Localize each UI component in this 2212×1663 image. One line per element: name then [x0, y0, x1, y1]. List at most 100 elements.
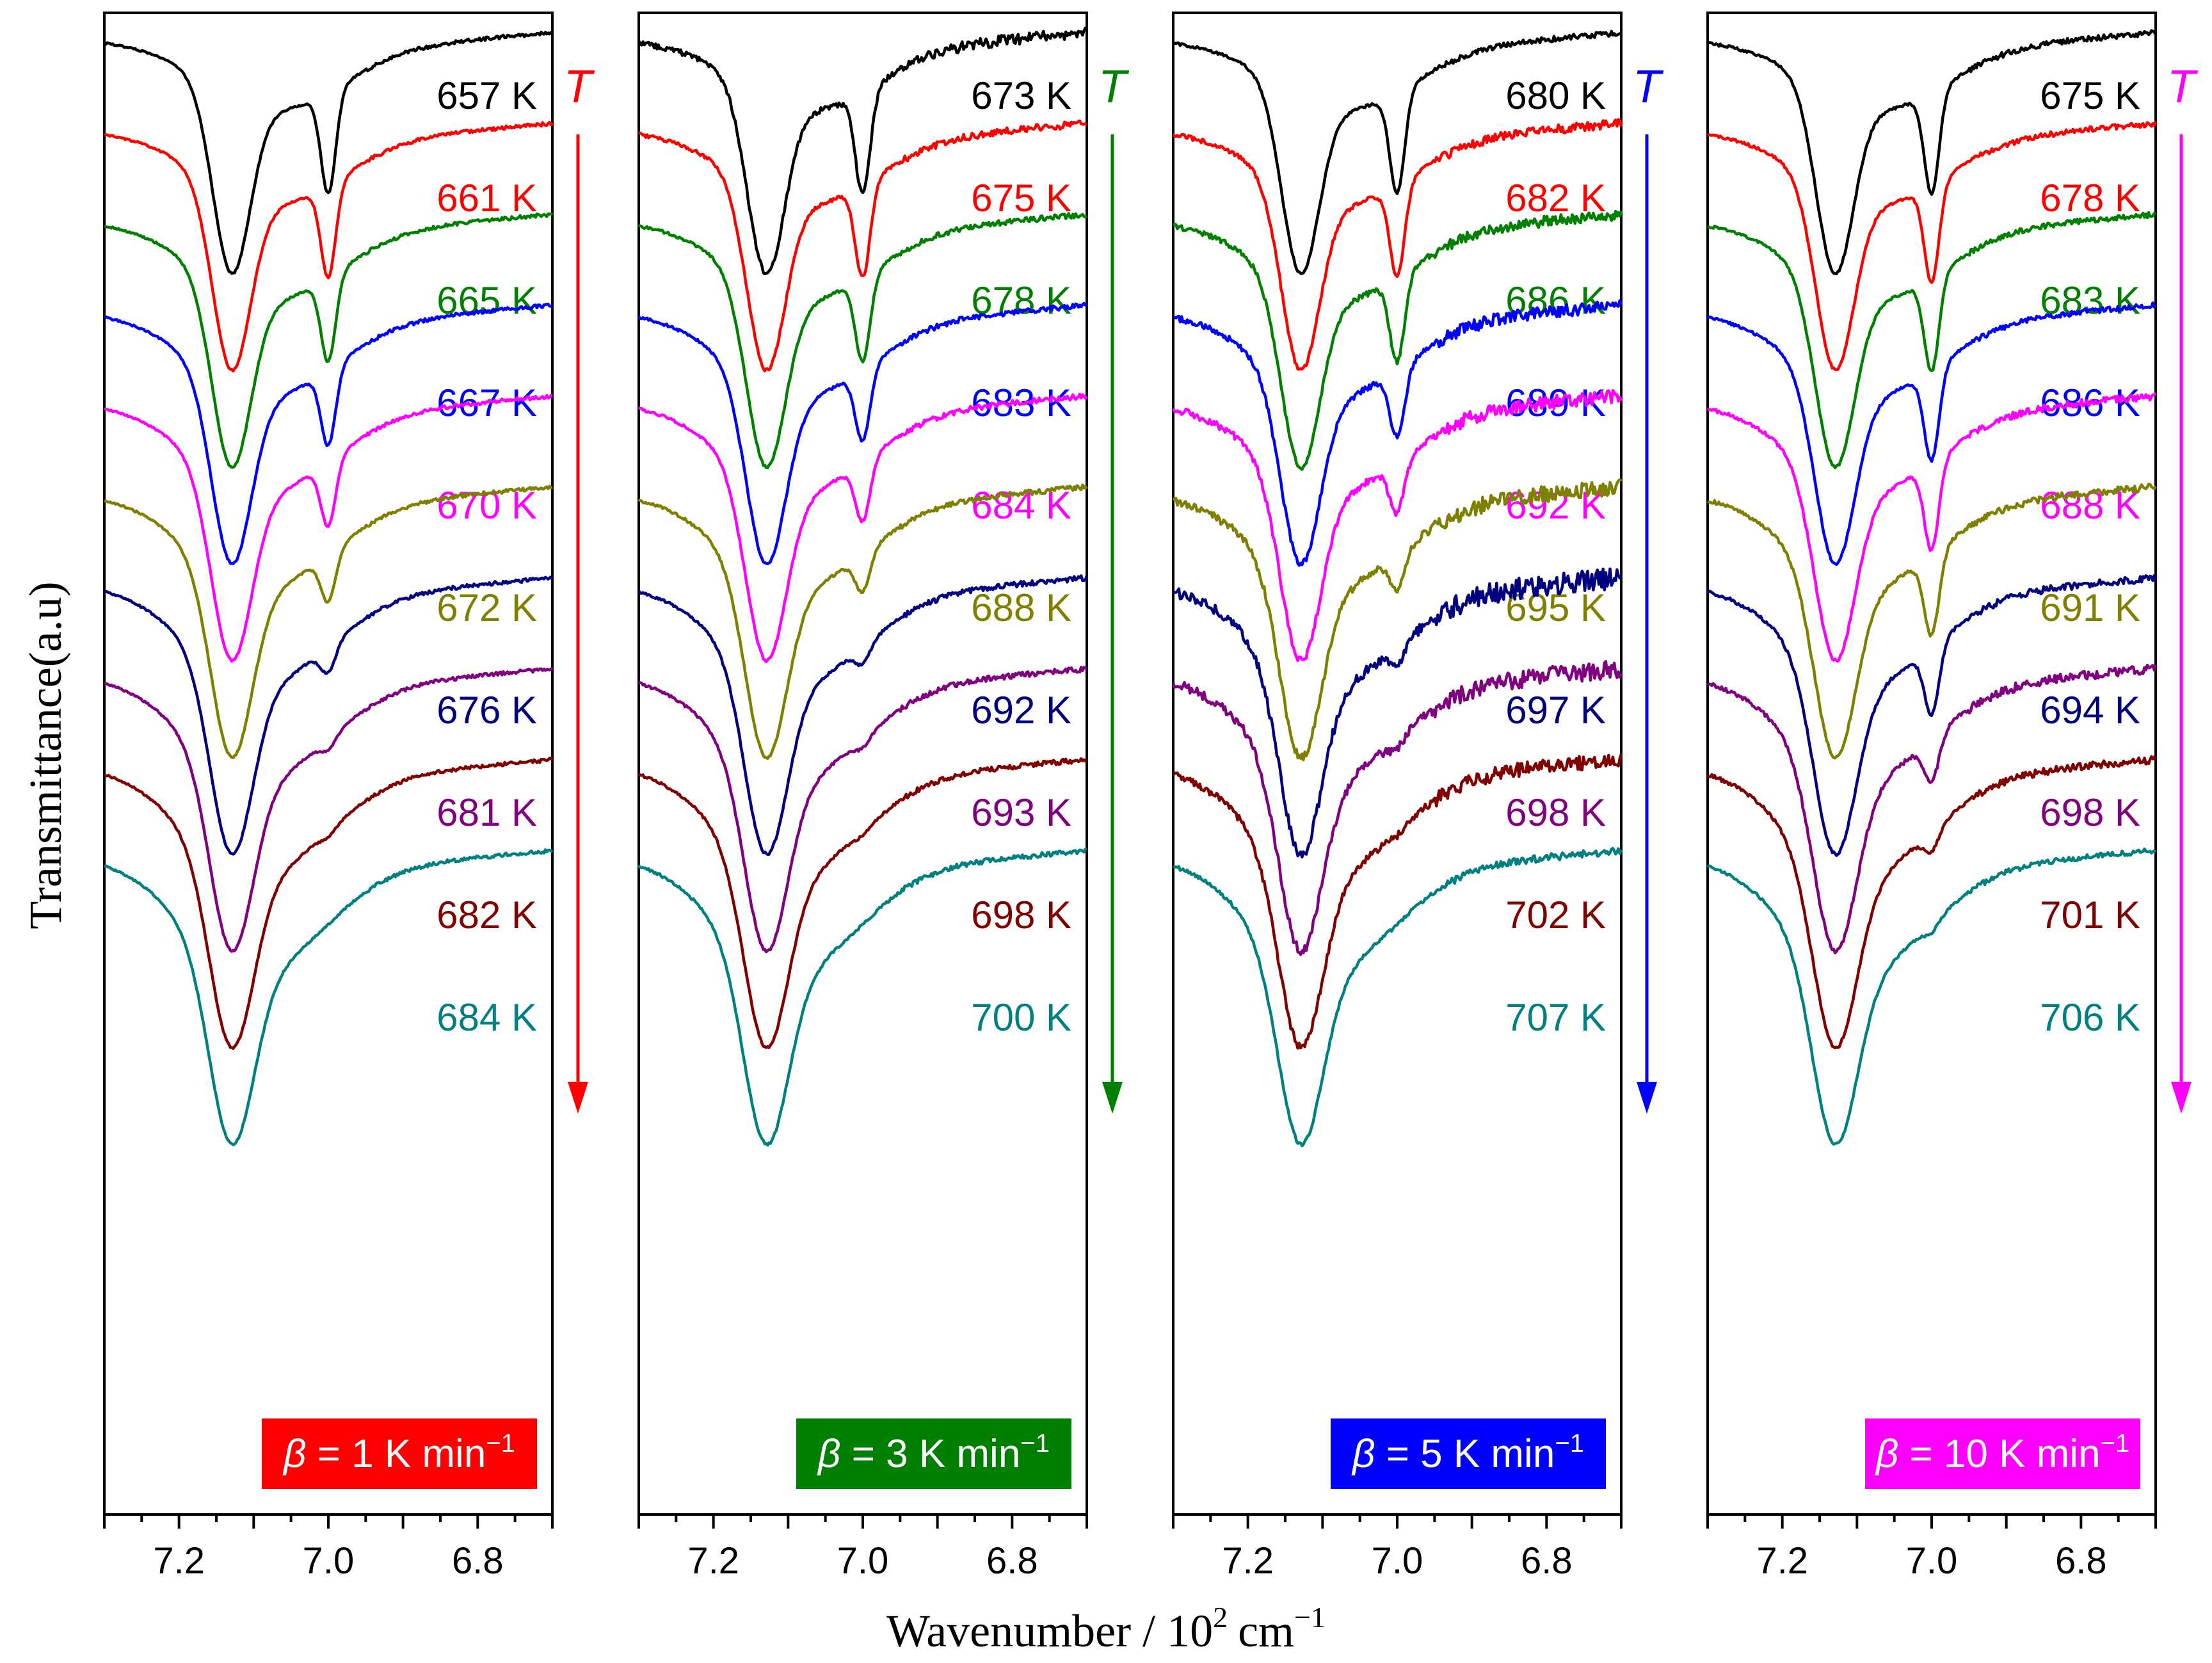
- spectrum-line: [637, 301, 1088, 566]
- series-label: 678 K: [971, 279, 1071, 322]
- spectrum-line: [1173, 299, 1623, 567]
- beta-unit-exponent: −1: [486, 1429, 515, 1458]
- spectrum-line: [1706, 392, 2157, 663]
- spectrum-line: [1706, 663, 2158, 954]
- x-axis-label-unit-exponent: −1: [1294, 1601, 1326, 1634]
- series-label: 661 K: [437, 177, 537, 220]
- spectrum-line: [104, 120, 554, 373]
- x-axis-label-unit: cm: [1238, 1605, 1294, 1657]
- series-label: 676 K: [437, 689, 537, 732]
- spectrum-line: [1706, 847, 2157, 1146]
- temperature-arrow-label: T: [1633, 61, 1664, 113]
- series-label: 702 K: [1505, 894, 1606, 936]
- series-label: 675 K: [2040, 74, 2140, 117]
- spectrum-line: [1707, 483, 2157, 760]
- x-tick-label: 6.8: [452, 1540, 504, 1582]
- x-axis-label-main: Wavenumber / 10: [886, 1605, 1213, 1657]
- panel-frame: [637, 12, 1088, 1516]
- beta-unit-exponent: −1: [1555, 1429, 1584, 1458]
- x-tick-label: 7.0: [303, 1540, 355, 1582]
- spectrum-line: [637, 483, 1088, 760]
- spectrum-line: [637, 757, 1087, 1049]
- beta-symbol: β: [1875, 1432, 1898, 1476]
- x-axis-label-exponent: 2: [1213, 1601, 1228, 1634]
- spectrum-line: [104, 212, 554, 469]
- series-label: 688 K: [971, 586, 1071, 629]
- spectrum-line: [104, 394, 553, 663]
- heating-rate-badge: [1331, 1418, 1606, 1489]
- spectrum-line: [1172, 567, 1623, 859]
- beta-symbol: β: [1351, 1432, 1375, 1476]
- x-tick-label: 7.2: [687, 1540, 739, 1582]
- spectrum-line: [1171, 660, 1623, 956]
- spectrum-line: [1707, 755, 2157, 1050]
- beta-symbol: β: [817, 1432, 840, 1476]
- series-label: 694 K: [2040, 689, 2140, 732]
- series-label: 680 K: [1505, 74, 1606, 117]
- series-label: 691 K: [2040, 586, 2140, 629]
- spectrum-line: [1706, 574, 2158, 857]
- heating-rate-label: β = 5 K min−1: [1351, 1429, 1584, 1476]
- panel-frame: [1172, 12, 1623, 1516]
- heating-rate-badge: [1865, 1418, 2140, 1489]
- series-label: 698 K: [2040, 791, 2140, 834]
- x-tick-label: 7.2: [153, 1540, 205, 1582]
- heating-rate-label: β = 1 K min−1: [282, 1429, 515, 1476]
- series-label: 700 K: [971, 996, 1071, 1039]
- beta-value: = 3 K min: [840, 1432, 1020, 1476]
- temperature-arrow-head-icon: [568, 1082, 588, 1114]
- spectrum-line: [1172, 118, 1623, 371]
- spectrum-line: [103, 303, 553, 565]
- series-label: 692 K: [971, 689, 1071, 732]
- beta-value: = 1 K min: [306, 1432, 486, 1476]
- spectrum-line: [1172, 846, 1623, 1148]
- spectrum-line: [637, 212, 1087, 470]
- spectrum-line: [1706, 121, 2158, 371]
- beta-symbol: β: [282, 1432, 306, 1476]
- spectrum-line: [1707, 211, 2156, 470]
- series-label: 698 K: [971, 894, 1071, 936]
- spectrum-line: [638, 666, 1088, 954]
- series-label: 672 K: [437, 586, 537, 629]
- series-label: 706 K: [2040, 996, 2140, 1039]
- temperature-arrow-head-icon: [2171, 1082, 2192, 1114]
- beta-unit-exponent: −1: [2101, 1429, 2130, 1458]
- beta-unit-exponent: −1: [1020, 1429, 1050, 1458]
- spectrum-line: [637, 847, 1087, 1147]
- series-label: 681 K: [437, 791, 537, 834]
- spectrum-line: [1171, 389, 1623, 663]
- spectrum-line: [104, 666, 554, 953]
- temperature-arrow-label: T: [564, 61, 595, 113]
- temperature-arrow-head-icon: [1102, 1082, 1123, 1114]
- x-tick-label: 7.0: [837, 1540, 889, 1582]
- series-label: 693 K: [971, 791, 1071, 834]
- spectrum-line: [637, 26, 1088, 275]
- spectrum-line: [103, 30, 554, 275]
- spectrum-line: [104, 848, 554, 1146]
- spectrum-line: [1706, 301, 2156, 566]
- series-label: 684 K: [437, 996, 537, 1039]
- spectrum-line: [104, 485, 553, 760]
- heating-rate-label: β = 3 K min−1: [817, 1429, 1050, 1476]
- x-tick-label: 7.0: [1906, 1540, 1958, 1582]
- series-label: 678 K: [2040, 177, 2140, 220]
- x-tick-label: 7.2: [1756, 1540, 1808, 1582]
- y-axis-label: Transmittance(a.u): [20, 581, 71, 929]
- heating-rate-badge: [262, 1418, 537, 1489]
- series-label: 673 K: [971, 74, 1071, 117]
- spectrum-line: [1173, 29, 1623, 275]
- x-axis-label: Wavenumber / 102 cm−1: [886, 1601, 1326, 1657]
- spectrum-line: [1172, 209, 1623, 471]
- series-label: 698 K: [1505, 791, 1606, 834]
- series-label: 697 K: [1505, 689, 1606, 732]
- heating-rate-badge: [796, 1418, 1071, 1489]
- spectrum-line: [1172, 753, 1623, 1050]
- temperature-arrow-label: T: [1098, 61, 1130, 113]
- spectrum-line: [104, 575, 554, 856]
- spectrum-line: [637, 574, 1089, 856]
- beta-value: = 10 K min: [1898, 1432, 2100, 1476]
